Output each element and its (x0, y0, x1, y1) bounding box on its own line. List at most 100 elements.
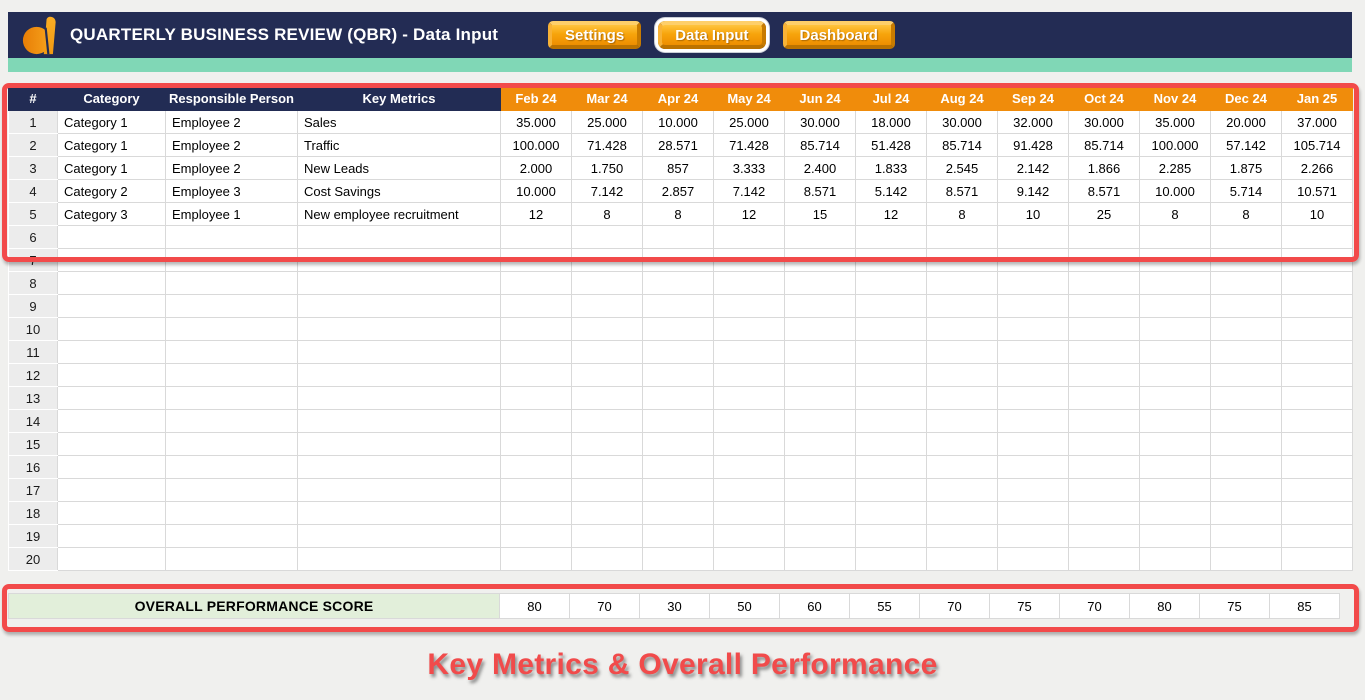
value-cell[interactable] (642, 271, 714, 295)
value-cell[interactable]: 57.142 (1210, 133, 1282, 157)
category-cell[interactable] (57, 386, 166, 410)
value-cell[interactable]: 8.571 (926, 179, 998, 203)
value-cell[interactable]: 1.875 (1210, 156, 1282, 180)
person-cell[interactable] (165, 478, 298, 502)
value-cell[interactable]: 2.545 (926, 156, 998, 180)
value-cell[interactable] (1068, 432, 1140, 456)
value-cell[interactable] (571, 363, 643, 387)
value-cell[interactable]: 7.142 (713, 179, 785, 203)
value-cell[interactable] (642, 340, 714, 364)
value-cell[interactable] (855, 317, 927, 341)
value-cell[interactable] (926, 501, 998, 525)
category-cell[interactable] (57, 225, 166, 249)
value-cell[interactable] (855, 363, 927, 387)
value-cell[interactable] (997, 340, 1069, 364)
value-cell[interactable]: 28.571 (642, 133, 714, 157)
value-cell[interactable] (500, 455, 572, 479)
value-cell[interactable] (500, 524, 572, 548)
value-cell[interactable]: 20.000 (1210, 110, 1282, 134)
category-cell[interactable]: Category 1 (57, 133, 166, 157)
score-value-cell[interactable]: 30 (639, 593, 710, 619)
value-cell[interactable] (571, 432, 643, 456)
metric-cell[interactable] (297, 317, 501, 341)
value-cell[interactable] (926, 294, 998, 318)
value-cell[interactable] (997, 547, 1069, 571)
value-cell[interactable]: 1.833 (855, 156, 927, 180)
metric-cell[interactable] (297, 363, 501, 387)
value-cell[interactable] (926, 363, 998, 387)
value-cell[interactable] (1210, 386, 1282, 410)
value-cell[interactable] (1139, 225, 1211, 249)
value-cell[interactable] (1281, 478, 1353, 502)
value-cell[interactable] (571, 501, 643, 525)
category-cell[interactable] (57, 432, 166, 456)
value-cell[interactable] (1210, 294, 1282, 318)
score-value-cell[interactable]: 80 (1129, 593, 1200, 619)
value-cell[interactable]: 35.000 (500, 110, 572, 134)
value-cell[interactable]: 91.428 (997, 133, 1069, 157)
metric-cell[interactable] (297, 409, 501, 433)
value-cell[interactable] (1281, 271, 1353, 295)
value-cell[interactable]: 9.142 (997, 179, 1069, 203)
value-cell[interactable] (784, 317, 856, 341)
value-cell[interactable] (1210, 478, 1282, 502)
category-cell[interactable]: Category 3 (57, 202, 166, 226)
score-value-cell[interactable]: 75 (1199, 593, 1270, 619)
value-cell[interactable] (500, 386, 572, 410)
value-cell[interactable] (713, 363, 785, 387)
score-value-cell[interactable]: 50 (709, 593, 780, 619)
value-cell[interactable] (926, 478, 998, 502)
value-cell[interactable] (713, 386, 785, 410)
value-cell[interactable] (1281, 363, 1353, 387)
value-cell[interactable] (500, 248, 572, 272)
person-cell[interactable]: Employee 3 (165, 179, 298, 203)
person-cell[interactable] (165, 432, 298, 456)
value-cell[interactable] (571, 386, 643, 410)
score-value-cell[interactable]: 70 (919, 593, 990, 619)
value-cell[interactable] (571, 225, 643, 249)
category-cell[interactable]: Category 2 (57, 179, 166, 203)
value-cell[interactable]: 5.714 (1210, 179, 1282, 203)
value-cell[interactable]: 10.000 (642, 110, 714, 134)
value-cell[interactable]: 8 (926, 202, 998, 226)
value-cell[interactable] (1210, 409, 1282, 433)
metric-cell[interactable]: New employee recruitment (297, 202, 501, 226)
value-cell[interactable] (713, 294, 785, 318)
value-cell[interactable]: 32.000 (997, 110, 1069, 134)
metric-cell[interactable]: New Leads (297, 156, 501, 180)
metric-cell[interactable] (297, 432, 501, 456)
score-value-cell[interactable]: 70 (569, 593, 640, 619)
metric-cell[interactable] (297, 225, 501, 249)
value-cell[interactable] (1210, 363, 1282, 387)
value-cell[interactable] (855, 340, 927, 364)
value-cell[interactable] (642, 294, 714, 318)
value-cell[interactable] (1281, 524, 1353, 548)
value-cell[interactable] (713, 409, 785, 433)
category-cell[interactable] (57, 455, 166, 479)
value-cell[interactable]: 15 (784, 202, 856, 226)
value-cell[interactable]: 10 (997, 202, 1069, 226)
value-cell[interactable]: 30.000 (784, 110, 856, 134)
value-cell[interactable]: 10 (1281, 202, 1353, 226)
value-cell[interactable] (1210, 248, 1282, 272)
value-cell[interactable] (1210, 432, 1282, 456)
value-cell[interactable] (855, 248, 927, 272)
value-cell[interactable] (784, 248, 856, 272)
value-cell[interactable] (997, 363, 1069, 387)
value-cell[interactable] (1068, 363, 1140, 387)
value-cell[interactable] (1068, 225, 1140, 249)
value-cell[interactable] (926, 455, 998, 479)
value-cell[interactable] (500, 225, 572, 249)
value-cell[interactable] (1139, 294, 1211, 318)
value-cell[interactable] (1139, 478, 1211, 502)
value-cell[interactable] (926, 225, 998, 249)
person-cell[interactable] (165, 225, 298, 249)
value-cell[interactable] (642, 547, 714, 571)
person-cell[interactable] (165, 271, 298, 295)
value-cell[interactable] (997, 317, 1069, 341)
value-cell[interactable]: 18.000 (855, 110, 927, 134)
value-cell[interactable]: 7.142 (571, 179, 643, 203)
value-cell[interactable]: 30.000 (926, 110, 998, 134)
value-cell[interactable] (1281, 409, 1353, 433)
value-cell[interactable] (997, 294, 1069, 318)
